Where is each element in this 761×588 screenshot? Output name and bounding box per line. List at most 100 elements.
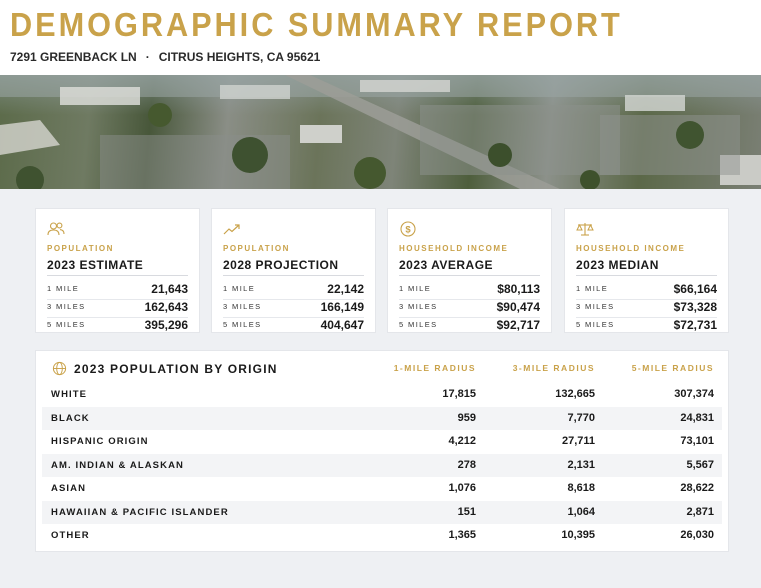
value-1-mile: 1,076 — [448, 482, 476, 494]
radius-value: $66,164 — [673, 282, 717, 296]
origin-name: HISPANIC ORIGIN — [51, 436, 149, 447]
row-divider — [47, 317, 188, 318]
card-row: 1 MILE 21,643 — [47, 281, 188, 300]
row-divider — [576, 299, 717, 300]
value-5-mile: 28,622 — [680, 482, 714, 494]
table-row: ASIAN 1,076 8,618 28,622 — [42, 477, 722, 501]
card-row: 1 MILE 22,142 — [223, 281, 364, 300]
card-row: 3 MILES 166,149 — [223, 299, 364, 318]
card-row: 5 MILES $92,717 — [399, 317, 540, 335]
card-subtitle: 2028 PROJECTION — [223, 258, 339, 272]
card-row: 5 MILES $72,731 — [576, 317, 717, 335]
value-3-mile: 8,618 — [567, 482, 595, 494]
table-row: AM. INDIAN & ALASKAN 278 2,131 5,567 — [42, 453, 722, 477]
row-divider — [399, 317, 540, 318]
radius-label: 3 MILES — [399, 302, 438, 311]
card-subtitle: 2023 ESTIMATE — [47, 258, 144, 272]
radius-label: 1 MILE — [576, 284, 609, 293]
value-1-mile: 17,815 — [442, 388, 476, 400]
origin-name: ASIAN — [51, 483, 87, 494]
radius-value: 21,643 — [151, 282, 188, 296]
card-row: 3 MILES $73,328 — [576, 299, 717, 318]
card-label: HOUSEHOLD INCOME — [576, 244, 686, 253]
radius-label: 3 MILES — [223, 302, 262, 311]
report-header: DEMOGRAPHIC SUMMARY REPORT 7291 GREENBAC… — [0, 0, 761, 75]
scale-icon — [576, 223, 594, 236]
value-5-mile: 73,101 — [680, 435, 714, 447]
aerial-photo-illustration — [0, 75, 761, 189]
card-subtitle: 2023 AVERAGE — [399, 258, 494, 272]
income-average-card: $ HOUSEHOLD INCOME 2023 AVERAGE 1 MILE $… — [387, 208, 552, 333]
value-1-mile: 278 — [457, 458, 476, 471]
card-row: 5 MILES 404,647 — [223, 317, 364, 335]
value-3-mile: 2,131 — [567, 458, 595, 471]
card-label: HOUSEHOLD INCOME — [399, 244, 509, 253]
table-row: HAWAIIAN & PACIFIC ISLANDER 151 1,064 2,… — [42, 500, 722, 524]
radius-value: $92,717 — [496, 318, 540, 332]
value-3-mile: 132,665 — [555, 388, 595, 400]
value-1-mile: 4,212 — [448, 435, 476, 447]
value-5-mile: 2,871 — [686, 505, 714, 518]
row-divider — [223, 299, 364, 300]
origin-name: WHITE — [51, 389, 88, 400]
value-1-mile: 151 — [457, 505, 476, 518]
city-state-zip: CITRUS HEIGHTS, CA 95621 — [158, 50, 321, 64]
radius-label: 5 MILES — [47, 320, 86, 329]
globe-icon — [52, 361, 67, 376]
radius-label: 5 MILES — [223, 320, 262, 329]
card-divider — [399, 275, 540, 276]
origin-name: BLACK — [51, 412, 90, 424]
radius-label: 5 MILES — [399, 320, 438, 329]
value-3-mile: 27,711 — [561, 435, 595, 447]
radius-value: $80,113 — [497, 282, 540, 296]
card-row: 1 MILE $66,164 — [576, 281, 717, 300]
card-label: POPULATION — [47, 244, 114, 253]
aerial-photo — [0, 75, 761, 189]
value-5-mile: 24,831 — [680, 411, 714, 424]
column-header-1-mile: 1-MILE RADIUS — [393, 363, 476, 373]
card-row: 3 MILES $90,474 — [399, 299, 540, 318]
row-divider — [223, 317, 364, 318]
radius-label: 1 MILE — [223, 284, 256, 293]
column-header-3-mile: 3-MILE RADIUS — [512, 363, 595, 373]
income-median-card: HOUSEHOLD INCOME 2023 MEDIAN 1 MILE $66,… — [564, 208, 729, 333]
row-divider — [399, 299, 540, 300]
table-title: 2023 POPULATION BY ORIGIN — [74, 362, 278, 376]
radius-value: 22,142 — [327, 282, 364, 296]
card-row: 1 MILE $80,113 — [399, 281, 540, 300]
table-row: HISPANIC ORIGIN 4,212 27,711 73,101 — [42, 430, 722, 454]
population-2023-card: POPULATION 2023 ESTIMATE 1 MILE 21,643 3… — [35, 208, 200, 333]
table-row: OTHER 1,365 10,395 26,030 — [42, 524, 722, 548]
radius-label: 1 MILE — [47, 284, 80, 293]
value-1-mile: 959 — [457, 411, 476, 424]
card-divider — [47, 275, 188, 276]
radius-label: 3 MILES — [576, 302, 615, 311]
origin-name: AM. INDIAN & ALASKAN — [51, 459, 185, 471]
value-3-mile: 10,395 — [561, 529, 595, 541]
card-row: 5 MILES 395,296 — [47, 317, 188, 335]
origin-name: OTHER — [51, 530, 90, 541]
radius-label: 3 MILES — [47, 302, 86, 311]
trend-up-icon — [223, 224, 240, 235]
card-label: POPULATION — [223, 244, 290, 253]
table-row: BLACK 959 7,770 24,831 — [42, 406, 722, 430]
svg-text:$: $ — [405, 225, 411, 236]
card-row: 3 MILES 162,643 — [47, 299, 188, 318]
radius-value: 166,149 — [320, 300, 364, 314]
value-1-mile: 1,365 — [448, 529, 476, 541]
value-5-mile: 26,030 — [680, 529, 714, 541]
row-divider — [576, 317, 717, 318]
population-by-origin-panel: 2023 POPULATION BY ORIGIN 1-MILE RADIUS … — [35, 350, 729, 552]
radius-value: 404,647 — [320, 318, 364, 332]
value-5-mile: 307,374 — [674, 388, 714, 400]
radius-value: $73,328 — [673, 300, 717, 314]
card-subtitle: 2023 MEDIAN — [576, 258, 659, 272]
dollar-icon: $ — [400, 221, 416, 237]
card-divider — [576, 275, 717, 276]
radius-value: $72,731 — [673, 318, 717, 332]
radius-value: 395,296 — [144, 318, 188, 332]
address-separator: · — [145, 50, 150, 64]
row-divider — [47, 299, 188, 300]
value-3-mile: 7,770 — [567, 411, 595, 424]
value-3-mile: 1,064 — [567, 505, 595, 518]
